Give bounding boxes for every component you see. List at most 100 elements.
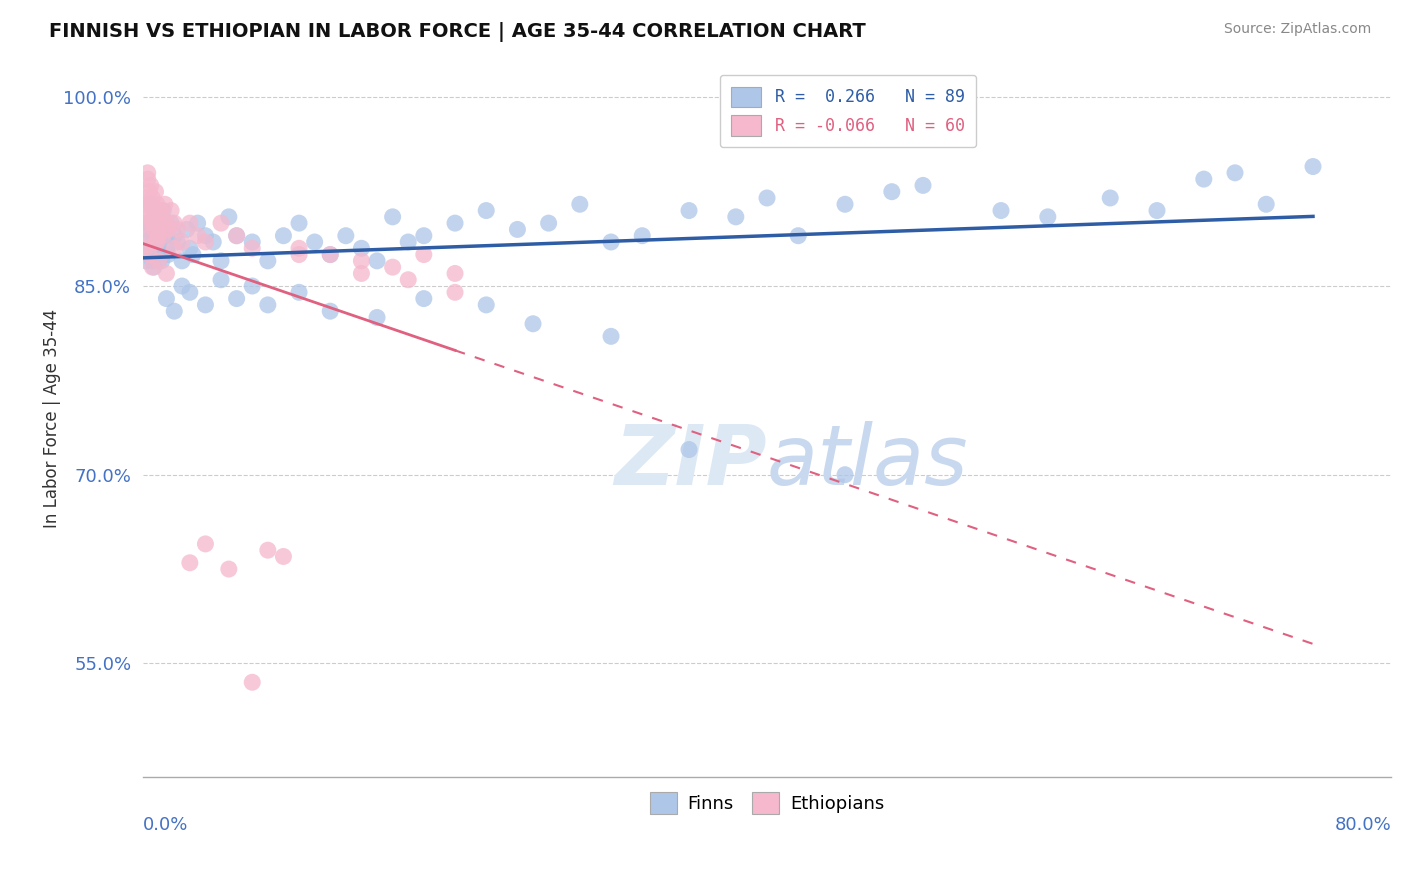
Point bbox=[141, 253, 163, 268]
Point bbox=[600, 235, 623, 249]
Point bbox=[288, 247, 311, 261]
Point bbox=[475, 203, 498, 218]
Point bbox=[273, 549, 295, 564]
Point bbox=[150, 210, 173, 224]
Point bbox=[145, 235, 167, 249]
Point bbox=[506, 222, 529, 236]
Point bbox=[135, 253, 157, 268]
Point bbox=[156, 247, 179, 261]
Point bbox=[142, 203, 165, 218]
Point bbox=[911, 178, 934, 193]
Point bbox=[148, 216, 170, 230]
Text: 80.0%: 80.0% bbox=[1334, 816, 1391, 834]
Point bbox=[145, 185, 167, 199]
Point bbox=[145, 235, 167, 249]
Point bbox=[141, 260, 163, 275]
Point bbox=[148, 253, 170, 268]
Point bbox=[256, 543, 278, 558]
Point bbox=[160, 216, 183, 230]
Point bbox=[136, 235, 159, 249]
Point bbox=[138, 216, 160, 230]
Point bbox=[152, 228, 174, 243]
Text: Source: ZipAtlas.com: Source: ZipAtlas.com bbox=[1223, 22, 1371, 37]
Point bbox=[146, 228, 169, 243]
Point bbox=[1099, 191, 1122, 205]
Point bbox=[149, 235, 172, 249]
Point bbox=[209, 273, 232, 287]
Text: atlas: atlas bbox=[768, 421, 969, 501]
Point bbox=[179, 241, 201, 255]
Point bbox=[412, 247, 434, 261]
Point bbox=[153, 197, 176, 211]
Point bbox=[166, 222, 188, 236]
Point bbox=[678, 203, 700, 218]
Point bbox=[240, 279, 263, 293]
Point bbox=[170, 253, 193, 268]
Point bbox=[155, 241, 177, 255]
Point bbox=[134, 216, 156, 230]
Point bbox=[166, 235, 188, 249]
Point bbox=[170, 279, 193, 293]
Point bbox=[136, 222, 159, 236]
Point bbox=[522, 317, 544, 331]
Point bbox=[194, 298, 217, 312]
Point bbox=[148, 216, 170, 230]
Point bbox=[225, 228, 247, 243]
Point bbox=[139, 197, 162, 211]
Point bbox=[1223, 166, 1246, 180]
Text: 0.0%: 0.0% bbox=[143, 816, 188, 834]
Point bbox=[136, 191, 159, 205]
Point bbox=[136, 172, 159, 186]
Point bbox=[990, 203, 1012, 218]
Point bbox=[319, 304, 342, 318]
Point bbox=[631, 228, 654, 243]
Point bbox=[187, 228, 209, 243]
Point bbox=[787, 228, 810, 243]
Point bbox=[366, 310, 388, 325]
Point bbox=[194, 228, 217, 243]
Point bbox=[139, 241, 162, 255]
Point bbox=[366, 253, 388, 268]
Point bbox=[288, 216, 311, 230]
Point bbox=[141, 216, 163, 230]
Point bbox=[146, 241, 169, 255]
Point bbox=[319, 247, 342, 261]
Point bbox=[288, 285, 311, 300]
Point bbox=[149, 222, 172, 236]
Point bbox=[134, 241, 156, 255]
Point bbox=[176, 222, 198, 236]
Point bbox=[170, 235, 193, 249]
Point bbox=[880, 185, 903, 199]
Point bbox=[834, 197, 856, 211]
Y-axis label: In Labor Force | Age 35-44: In Labor Force | Age 35-44 bbox=[44, 309, 60, 528]
Point bbox=[181, 247, 204, 261]
Point bbox=[160, 203, 183, 218]
Point bbox=[288, 241, 311, 255]
Point bbox=[240, 241, 263, 255]
Point bbox=[1146, 203, 1168, 218]
Point bbox=[146, 235, 169, 249]
Point bbox=[179, 556, 201, 570]
Point bbox=[209, 216, 232, 230]
Point bbox=[537, 216, 560, 230]
Point bbox=[256, 298, 278, 312]
Point bbox=[1302, 160, 1324, 174]
Point bbox=[139, 178, 162, 193]
Legend: Finns, Ethiopians: Finns, Ethiopians bbox=[643, 785, 891, 822]
Point bbox=[141, 197, 163, 211]
Point bbox=[273, 228, 295, 243]
Point bbox=[142, 260, 165, 275]
Point bbox=[138, 185, 160, 199]
Point bbox=[304, 235, 326, 249]
Point bbox=[141, 228, 163, 243]
Point bbox=[179, 285, 201, 300]
Point bbox=[225, 292, 247, 306]
Point bbox=[381, 210, 404, 224]
Point bbox=[678, 442, 700, 457]
Point bbox=[381, 260, 404, 275]
Point bbox=[396, 273, 419, 287]
Point bbox=[218, 562, 240, 576]
Point bbox=[444, 216, 467, 230]
Point bbox=[350, 267, 373, 281]
Point bbox=[148, 228, 170, 243]
